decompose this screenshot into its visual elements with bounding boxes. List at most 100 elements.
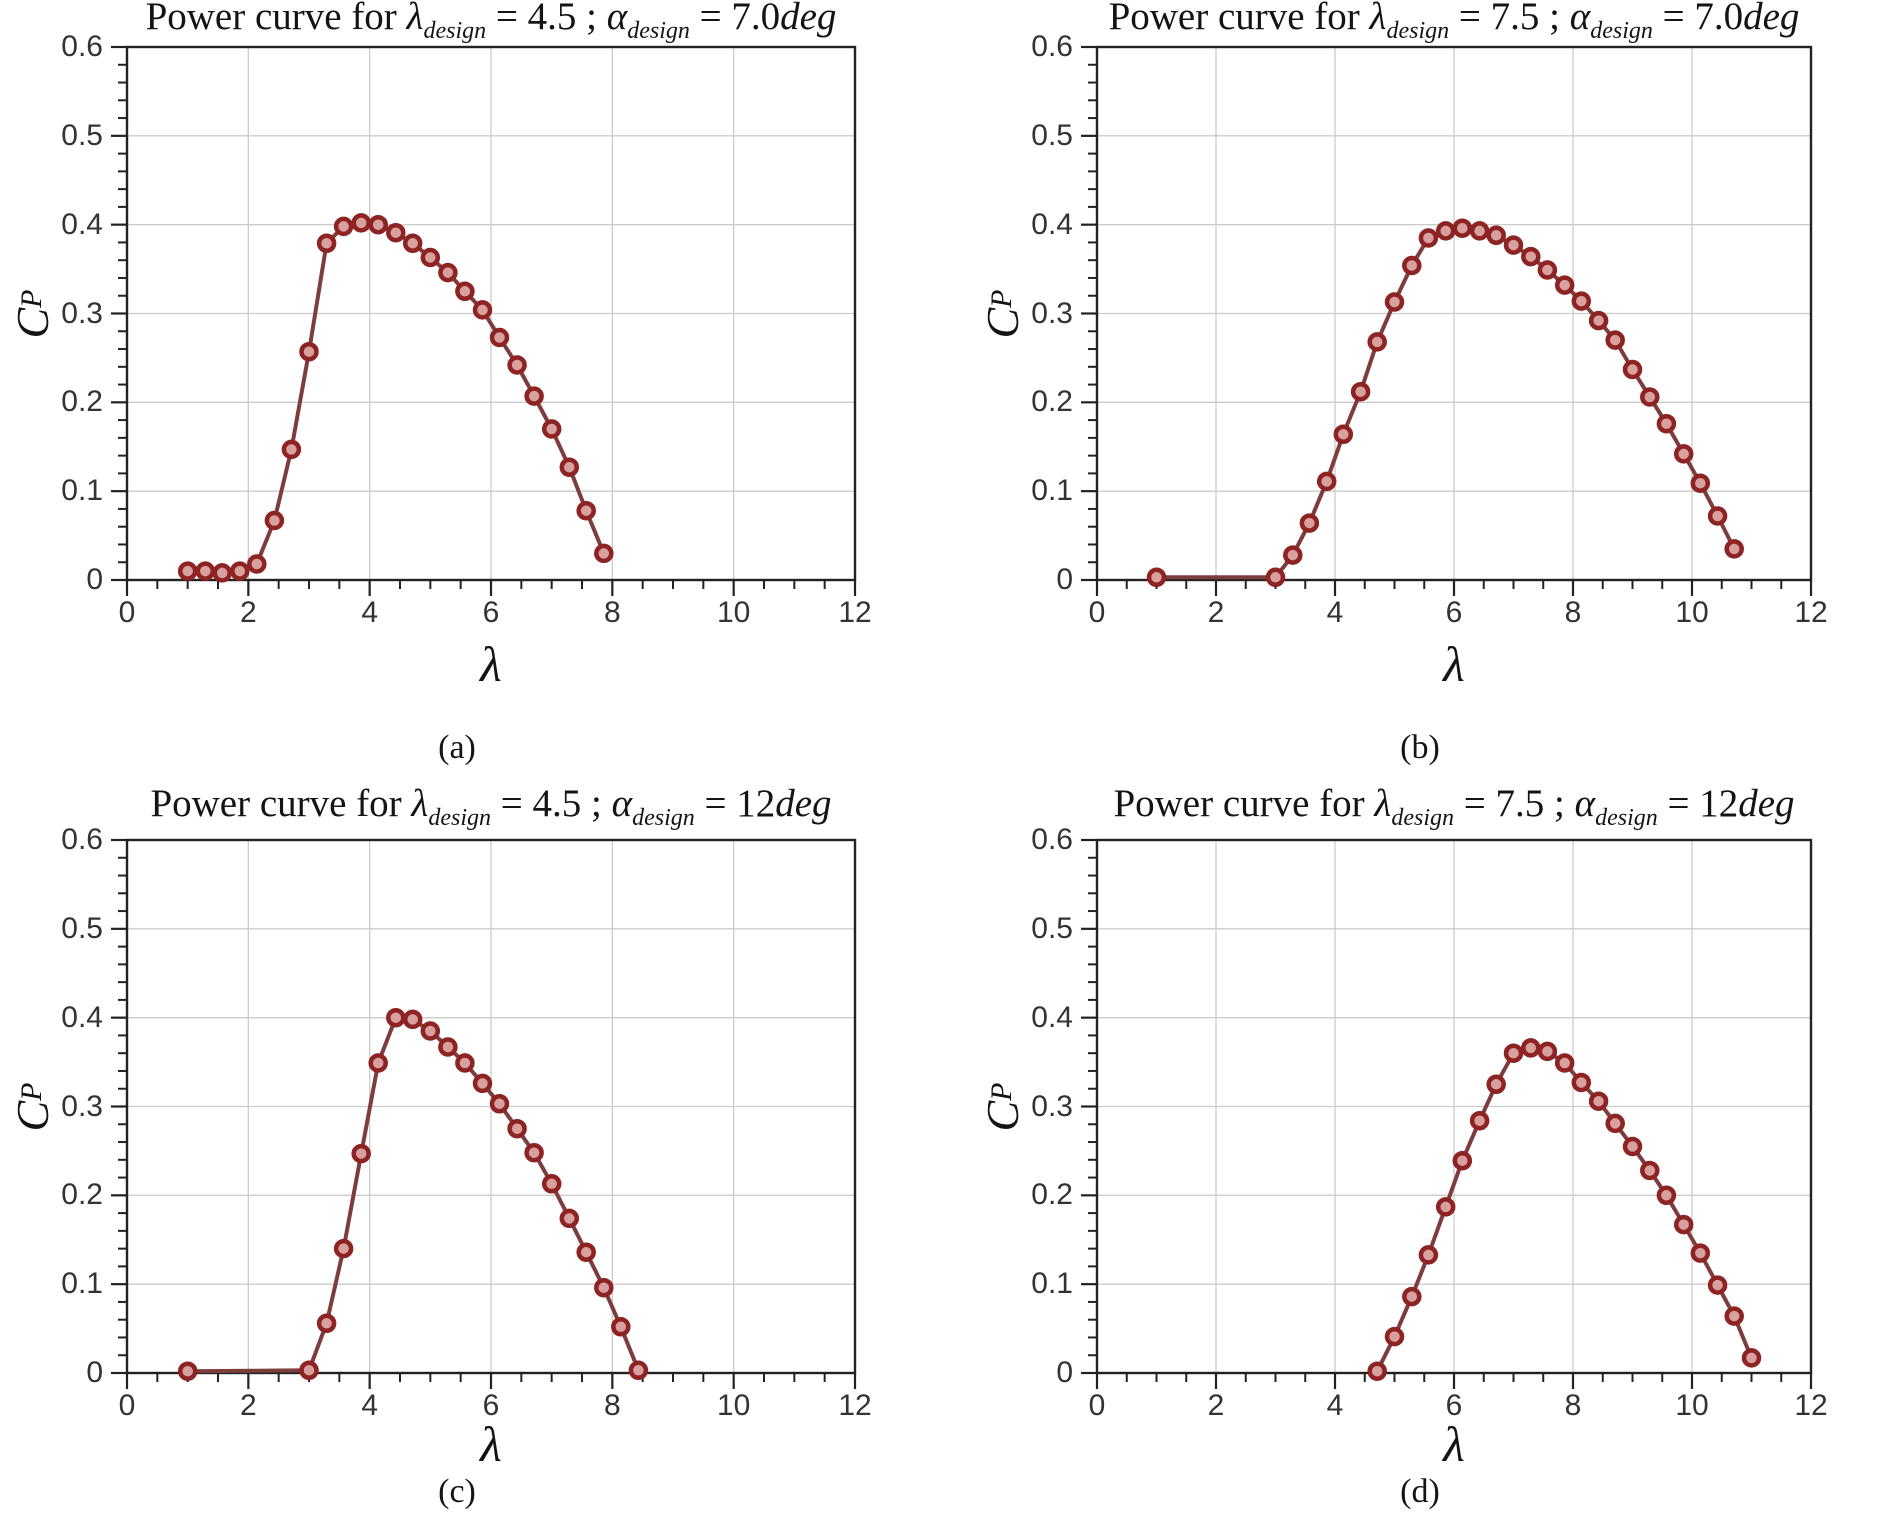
data-point-marker: [1554, 1053, 1575, 1073]
design-subscript: design: [423, 17, 487, 44]
data-point-marker: [1350, 381, 1371, 402]
equals-sign: =: [1652, 0, 1695, 38]
y-tick-label: 0.4: [1031, 1000, 1073, 1034]
data-point-marker: [541, 1174, 562, 1194]
data-point-marker: [177, 561, 198, 581]
data-point-marker: [472, 300, 493, 320]
data-point-marker: [1588, 1091, 1609, 1111]
subplot-caption: (b): [1400, 729, 1440, 766]
x-tick-label: 12: [838, 596, 872, 629]
data-point-marker: [1469, 1110, 1490, 1131]
x-tick-label: 2: [239, 1389, 257, 1422]
lambda-design-value: 4.5: [532, 782, 582, 825]
data-point-marker: [1521, 1038, 1541, 1058]
data-point-marker: [299, 1360, 319, 1381]
power-curve-line: [1375, 1045, 1754, 1373]
data-point-marker: [1554, 275, 1575, 295]
data-point-marker: [1707, 1275, 1728, 1295]
design-subscript: design: [1386, 17, 1450, 44]
data-point-marker: [507, 1118, 527, 1139]
data-point-marker: [281, 439, 302, 460]
data-point-marker: [402, 233, 423, 254]
data-point-marker: [1384, 1326, 1405, 1347]
x-tick-label: 4: [361, 1389, 378, 1422]
y-tick-label: 0.4: [61, 207, 103, 241]
data-point-marker: [576, 500, 596, 521]
lambda-design-value: 4.5: [527, 0, 577, 38]
y-tick-label: 0.5: [61, 118, 103, 152]
subplot-caption: (a): [438, 729, 476, 766]
chart-title: Power curve for λdesign = 7.5 ; αdesign …: [994, 0, 1895, 43]
data-point-marker: [524, 1142, 544, 1163]
design-subscript: design: [627, 17, 690, 44]
x-axis-label: λ: [1443, 1416, 1465, 1472]
data-point-marker: [1402, 1286, 1422, 1307]
data-point-marker: [489, 327, 510, 348]
data-point-marker: [438, 262, 458, 283]
data-point-marker: [1640, 1160, 1660, 1181]
lambda-design-value: 7.5: [1495, 782, 1545, 825]
data-point-marker: [212, 563, 232, 583]
data-point-marker: [1486, 225, 1506, 246]
data-point-marker: [489, 1094, 510, 1114]
data-point-marker: [368, 1053, 388, 1073]
data-point-marker: [1384, 292, 1405, 312]
data-point-marker: [368, 214, 388, 235]
alpha-symbol: α: [1574, 782, 1596, 825]
x-tick-label: 10: [716, 596, 751, 629]
design-subscript: design: [1590, 17, 1653, 44]
y-tick-label: 0: [86, 1356, 103, 1389]
equals-sign: =: [1454, 782, 1496, 825]
data-point-marker: [177, 1361, 198, 1381]
data-point-marker: [333, 1238, 354, 1259]
data-point-marker: [1605, 330, 1625, 350]
data-point-marker: [1622, 359, 1643, 380]
y-tick-label: 0.3: [1031, 1089, 1073, 1123]
data-point-marker: [316, 1313, 337, 1334]
x-tick-label: 6: [1445, 596, 1463, 629]
chart-title: Power curve for λdesign = 4.5 ; αdesign …: [31, 781, 951, 830]
data-point-marker: [438, 1037, 458, 1057]
chart-title: Power curve for λdesign = 4.5 ; αdesign …: [31, 0, 951, 43]
y-tick-label: 0: [86, 563, 103, 596]
x-tick-label: 0: [118, 596, 136, 629]
x-tick-label: 12: [1794, 1389, 1828, 1422]
separator: ;: [1544, 782, 1575, 825]
data-point-marker: [1640, 387, 1660, 407]
y-tick-label: 0.3: [61, 296, 103, 330]
alpha-symbol: α: [606, 0, 628, 38]
data-point-marker: [1265, 567, 1286, 588]
data-point-marker: [420, 247, 441, 268]
x-tick-label: 2: [1207, 596, 1225, 629]
y-tick-label: 0.6: [1031, 823, 1073, 856]
x-tick-label: 6: [1445, 1389, 1463, 1422]
y-tick-label: 0.5: [1031, 118, 1073, 152]
data-point-marker: [1690, 1243, 1711, 1263]
x-axis-label: λ: [480, 1416, 502, 1472]
y-tick-label: 0.2: [1031, 385, 1073, 419]
data-point-marker: [1707, 506, 1728, 526]
data-point-marker: [1367, 332, 1387, 352]
data-point-marker: [1469, 221, 1490, 241]
data-point-marker: [594, 543, 614, 564]
data-point-marker: [559, 457, 580, 477]
ylabel-symbol: C: [6, 1100, 58, 1132]
data-point-marker: [628, 1360, 649, 1381]
y-tick-label: 0.1: [61, 474, 103, 508]
lambda-design-value: 7.5: [1490, 0, 1540, 38]
data-point-marker: [1452, 1150, 1473, 1171]
subplot-caption: (c): [438, 1473, 476, 1510]
y-tick-label: 0.6: [1031, 30, 1073, 63]
x-tick-label: 4: [1326, 1389, 1344, 1422]
plot-area: [1081, 838, 1813, 1389]
data-point-marker: [594, 1277, 614, 1298]
data-point-marker: [524, 386, 544, 406]
separator: ;: [576, 0, 607, 38]
deg-suffix: deg: [780, 0, 837, 38]
data-point-marker: [1537, 1041, 1558, 1062]
equals-sign: =: [1657, 782, 1700, 825]
